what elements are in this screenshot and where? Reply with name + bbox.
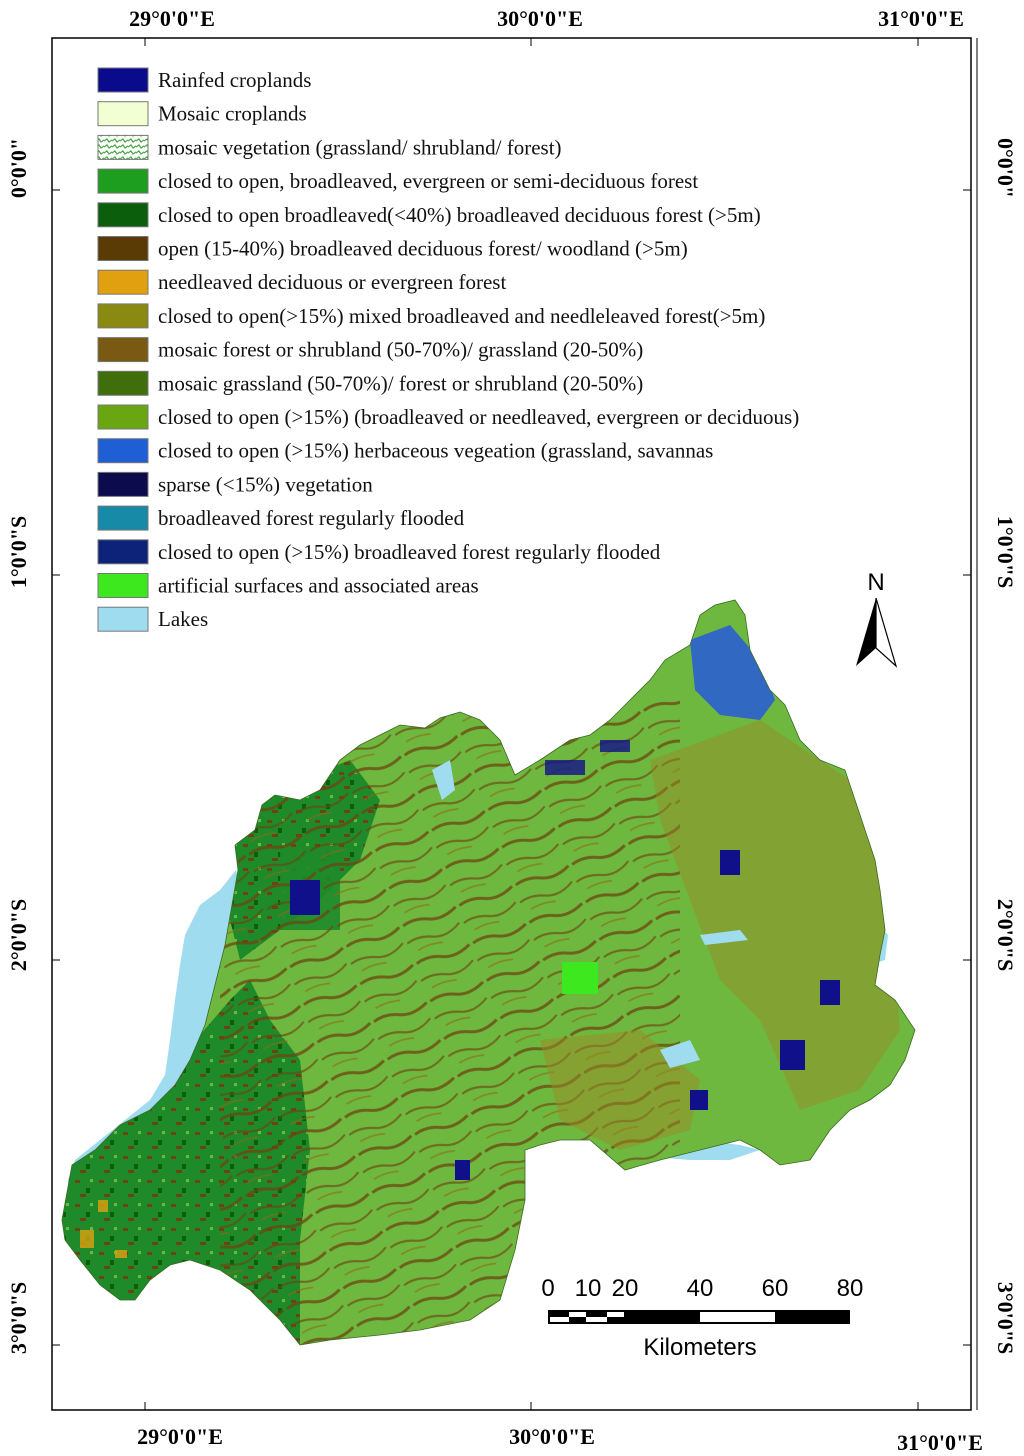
bottom-label-30e: 30°0'0"E — [509, 1424, 595, 1449]
legend-swatch-16 — [97, 606, 149, 632]
legend-swatch-14 — [97, 539, 149, 565]
legend-swatch-8 — [97, 337, 149, 363]
legend-swatch-15 — [97, 573, 149, 598]
legend-swatch-5 — [97, 236, 149, 261]
legend-label-13: broadleaved forest regularly flooded — [158, 506, 465, 530]
legend-swatch-12 — [97, 471, 149, 497]
top-label-31e: 31°0'0"E — [878, 6, 964, 31]
top-label-30e: 30°0'0"E — [497, 6, 583, 31]
north-arrow-right — [875, 597, 898, 668]
legend-swatch-0 — [97, 67, 149, 93]
scale-tick-80: 80 — [837, 1275, 864, 1302]
scale-tick-10: 10 — [575, 1275, 602, 1302]
legend-swatch-2 — [97, 134, 149, 160]
legend-label-16: Lakes — [158, 607, 208, 631]
legend: Rainfed croplands Mosaic croplands mosaic … — [97, 67, 799, 632]
right-label-0: 0°0'0" — [993, 138, 1018, 198]
legend-label-5: open (15-40%) broadleaved deciduous fore… — [158, 237, 688, 261]
legend-swatch-7 — [97, 303, 149, 329]
legend-label-14: closed to open (>15%) broadleaved forest… — [158, 540, 661, 564]
scale-unit: Kilometers — [643, 1334, 756, 1361]
legend-label-4: closed to open broadleaved(<40%) broadle… — [158, 203, 761, 227]
left-label-2s: 2°0'0"S — [6, 899, 31, 971]
scale-seg-w1 — [569, 1312, 586, 1317]
north-arrow-left — [856, 598, 876, 666]
right-label-2s: 2°0'0"S — [993, 899, 1018, 971]
legend-swatch-4 — [97, 202, 149, 228]
north-arrow: N — [856, 569, 898, 668]
legend-label-12: sparse (<15%) vegetation — [158, 472, 373, 496]
legend-label-2: mosaic vegetation (grassland/ shrubland/… — [158, 135, 562, 159]
legend-label-6: needleaved deciduous or evergreen forest — [158, 270, 506, 294]
bottom-label-29e: 29°0'0"E — [137, 1424, 223, 1449]
legend-swatch-3 — [97, 168, 149, 194]
legend-label-10: closed to open (>15%) (broadleaved or ne… — [158, 405, 799, 429]
legend-swatch-9 — [97, 370, 149, 396]
legend-label-3: closed to open, broadleaved, evergreen o… — [158, 169, 698, 193]
scale-seg-w5 — [700, 1312, 775, 1322]
legend-swatch-11 — [97, 438, 149, 464]
left-label-0: 0°0'0" — [6, 138, 31, 198]
legend-label-1: Mosaic croplands — [158, 102, 307, 126]
legend-swatch-10 — [97, 404, 149, 430]
bottom-label-31e: 31°0'0"E — [897, 1430, 983, 1455]
legend-label-7: closed to open(>15%) mixed broadleaved a… — [158, 304, 765, 328]
north-label: N — [867, 569, 884, 596]
scale-tick-20: 20 — [612, 1275, 639, 1302]
legend-swatch-13 — [97, 505, 149, 531]
scale-tick-0: 0 — [541, 1275, 554, 1302]
legend-label-15: artificial surfaces and associated areas — [158, 574, 479, 598]
top-label-29e: 29°0'0"E — [129, 6, 215, 31]
right-label-1s: 1°0'0"S — [993, 516, 1018, 588]
right-label-3s: 3°0'0"S — [993, 1282, 1018, 1354]
legend-label-0: Rainfed croplands — [158, 68, 311, 92]
left-label-1s: 1°0'0"S — [6, 516, 31, 588]
map-frame — [51, 37, 972, 1411]
legend-label-9: mosaic grassland (50-70%)/ forest or shr… — [158, 371, 643, 395]
scale-bar: 0 10 20 40 60 80 Kilometers — [541, 1275, 863, 1361]
lake-kivu — [68, 870, 248, 1200]
legend-label-8: mosaic forest or shrubland (50-70%)/ gra… — [158, 338, 643, 362]
legend-swatch-1 — [97, 101, 149, 127]
rwanda-land-cover — [61, 599, 916, 1346]
legend-swatch-6 — [97, 269, 149, 295]
scale-tick-60: 60 — [762, 1275, 789, 1302]
scale-seg-w4 — [586, 1317, 607, 1322]
legend-label-11: closed to open (>15%) herbaceous vegeati… — [158, 439, 713, 463]
scale-seg-w2 — [607, 1312, 624, 1317]
scale-seg-w3 — [550, 1317, 569, 1322]
frame-ticks — [52, 38, 971, 1410]
scale-tick-40: 40 — [687, 1275, 714, 1302]
left-label-3s: 3°0'0"S — [6, 1282, 31, 1354]
